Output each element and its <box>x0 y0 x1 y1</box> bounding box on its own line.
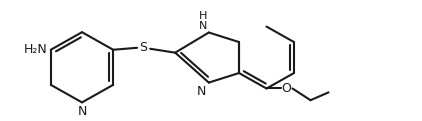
Text: S: S <box>139 41 147 54</box>
Text: H
N: H N <box>198 11 207 30</box>
Text: N: N <box>77 105 87 118</box>
Text: N: N <box>197 85 206 98</box>
Text: O: O <box>281 82 292 95</box>
Text: H₂N: H₂N <box>24 43 48 56</box>
